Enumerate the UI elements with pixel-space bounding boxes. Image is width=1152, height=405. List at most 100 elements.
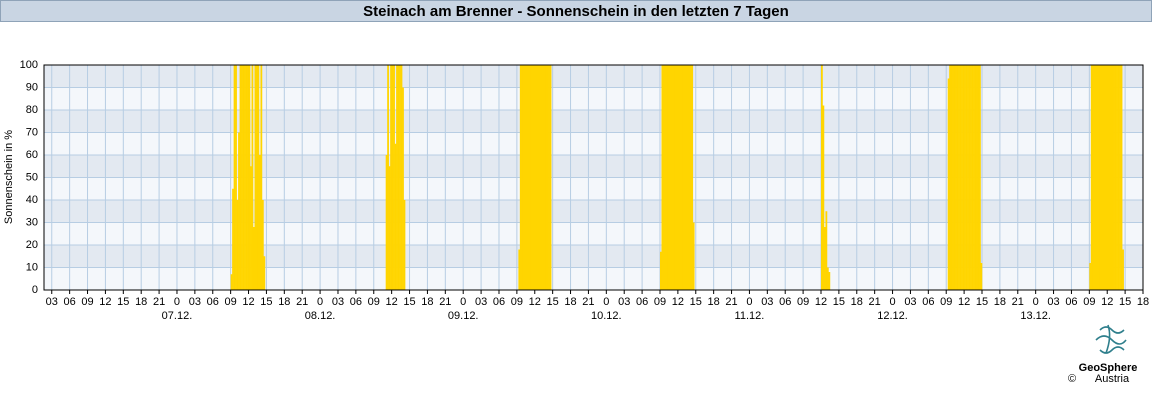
date-label: 11.12. (735, 310, 765, 322)
date-label: 07.12. (162, 310, 193, 322)
bar (385, 155, 388, 290)
x-tick-label: 0 (174, 296, 180, 308)
bar (397, 65, 400, 290)
bar (956, 65, 959, 290)
bar (692, 222, 695, 290)
bar (667, 65, 670, 290)
bar (387, 65, 389, 290)
bar (828, 272, 831, 290)
x-tick-label: 09 (81, 296, 93, 308)
bar (396, 65, 398, 290)
bar (670, 65, 673, 290)
bar (679, 65, 682, 290)
bar (977, 65, 980, 290)
bar (1089, 263, 1092, 290)
bar (970, 65, 972, 290)
x-tick-label: 09 (225, 296, 237, 308)
x-tick-label: 18 (994, 296, 1006, 308)
bar (531, 65, 534, 290)
x-tick-label: 18 (708, 296, 720, 308)
bar (822, 105, 825, 290)
bar (691, 65, 694, 290)
x-tick-label: 03 (475, 296, 487, 308)
x-tick-label: 06 (922, 296, 934, 308)
x-tick-label: 12 (529, 296, 541, 308)
bar (388, 166, 391, 290)
bar (1105, 65, 1108, 290)
bar (1116, 65, 1118, 290)
bar (238, 132, 240, 290)
bar (1104, 65, 1107, 290)
x-tick-label: 12 (386, 296, 398, 308)
bar (548, 65, 550, 290)
x-tick-label: 0 (1033, 296, 1039, 308)
bar (1093, 65, 1096, 290)
bar (251, 65, 254, 290)
bar (1096, 65, 1099, 290)
x-tick-label: 15 (403, 296, 415, 308)
x-tick-label: 21 (439, 296, 451, 308)
bar (543, 65, 546, 290)
bar (665, 65, 668, 290)
bar (1111, 65, 1114, 290)
x-tick-label: 0 (746, 296, 752, 308)
bar (233, 65, 236, 290)
bar (820, 65, 823, 290)
bar (391, 65, 394, 290)
x-tick-label: 18 (1137, 296, 1149, 308)
x-tick-label: 06 (64, 296, 76, 308)
grid-band (44, 200, 1143, 223)
x-tick-label: 12 (99, 296, 111, 308)
bar (949, 65, 951, 290)
bar (961, 65, 963, 290)
bar (260, 65, 263, 290)
date-label: 13.12. (1020, 310, 1051, 322)
logo-name: GeoSphere (1079, 362, 1138, 374)
bar (542, 65, 545, 290)
bar (399, 65, 401, 290)
y-tick-label: 100 (20, 59, 38, 71)
x-tick-label: 09 (797, 296, 809, 308)
bar (518, 249, 521, 290)
bar (254, 65, 257, 290)
x-tick-label: 06 (207, 296, 219, 308)
chart-title: Steinach am Brenner - Sonnenschein in de… (363, 3, 789, 20)
x-tick-label: 12 (815, 296, 827, 308)
bar (968, 65, 971, 290)
x-tick-label: 15 (690, 296, 702, 308)
bar (680, 65, 683, 290)
x-tick-label: 09 (654, 296, 666, 308)
bar (661, 65, 664, 290)
bar (683, 65, 686, 290)
bar (689, 65, 692, 290)
bar (1108, 65, 1111, 290)
bar (952, 65, 954, 290)
bar (236, 200, 239, 290)
bar (685, 65, 688, 290)
bar (400, 65, 403, 290)
bar (825, 211, 828, 290)
x-tick-label: 06 (779, 296, 791, 308)
bar (959, 65, 962, 290)
bar (950, 65, 953, 290)
y-tick-label: 60 (26, 149, 38, 161)
bar (242, 65, 245, 290)
x-tick-label: 03 (46, 296, 58, 308)
bar (519, 65, 522, 290)
y-tick-label: 90 (26, 81, 38, 93)
plot-frame (43, 64, 1144, 291)
bar (239, 65, 242, 290)
y-tick-label: 50 (26, 171, 38, 183)
bar (393, 65, 395, 290)
bar (527, 65, 530, 290)
y-tick-label: 10 (26, 261, 38, 273)
bar (688, 65, 691, 290)
bar (549, 65, 552, 290)
bar (955, 65, 957, 290)
bar (980, 263, 983, 290)
bar (394, 143, 397, 290)
bar (964, 65, 966, 290)
x-tick-label: 06 (636, 296, 648, 308)
